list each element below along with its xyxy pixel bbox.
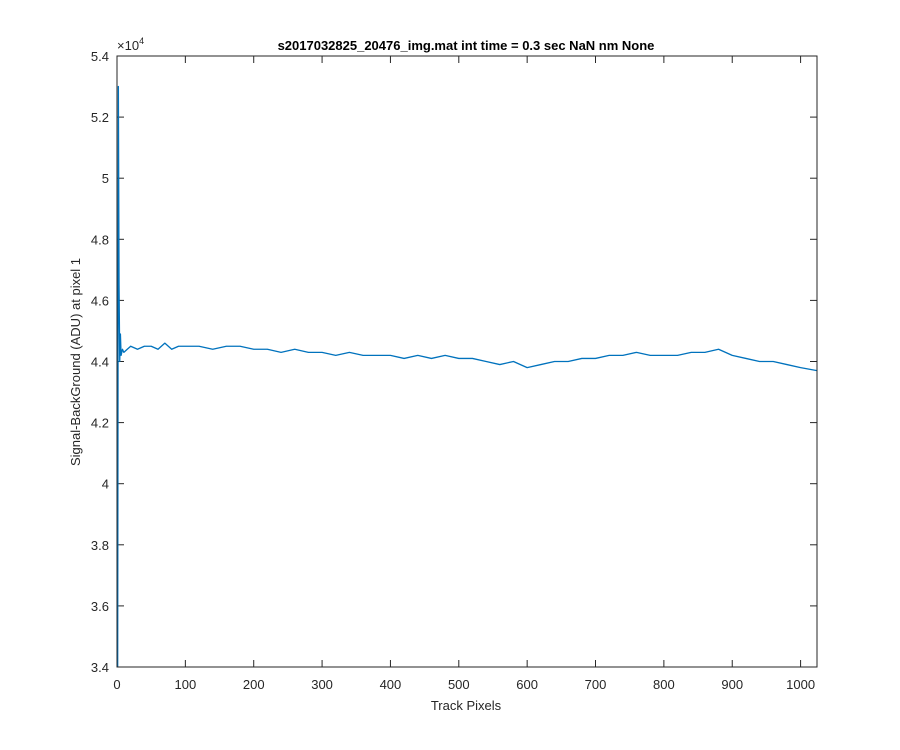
y-exponent-base: ×10 xyxy=(117,38,139,53)
x-tick-label: 200 xyxy=(243,677,265,692)
y-tick-label: 4.6 xyxy=(91,293,109,308)
axis-ticks: 0 100 200 300 400 500 600 700 800 900 1000 3.4 3.6 3.… xyxy=(91,49,817,692)
y-exponent-power: 4 xyxy=(139,36,144,46)
x-tick-label: 900 xyxy=(721,677,743,692)
y-tick-label: 4.2 xyxy=(91,416,109,431)
data-layer xyxy=(117,85,818,668)
x-tick-label: 500 xyxy=(448,677,470,692)
chart-title: s2017032825_20476_img.mat int time = 0.3… xyxy=(278,38,655,53)
y-tick-label: 5.4 xyxy=(91,49,109,64)
x-tick-label: 400 xyxy=(380,677,402,692)
x-tick-label: 600 xyxy=(516,677,538,692)
x-tick-label: 800 xyxy=(653,677,675,692)
y-tick-label: 3.8 xyxy=(91,538,109,553)
y-tick-label: 4 xyxy=(102,477,109,492)
y-axis-title: Signal-BackGround (ADU) at pixel 1 xyxy=(68,258,83,466)
x-tick-label: 300 xyxy=(311,677,333,692)
y-tick-label: 5.2 xyxy=(91,110,109,125)
x-tick-label: 1000 xyxy=(786,677,815,692)
y-tick-label: 3.6 xyxy=(91,599,109,614)
x-axis-title: Track Pixels xyxy=(431,698,502,713)
plot-area-frame xyxy=(116,55,818,668)
x-tick-label: 0 xyxy=(113,677,120,692)
y-tick-label: 4.8 xyxy=(91,232,109,247)
x-tick-label: 100 xyxy=(175,677,197,692)
y-tick-label: 5 xyxy=(102,171,109,186)
y-tick-label: 4.4 xyxy=(91,355,109,370)
y-axis-exponent: ×104 xyxy=(117,36,144,53)
series-line-0 xyxy=(117,85,818,668)
y-tick-label: 3.4 xyxy=(91,660,109,675)
x-tick-label: 700 xyxy=(585,677,607,692)
